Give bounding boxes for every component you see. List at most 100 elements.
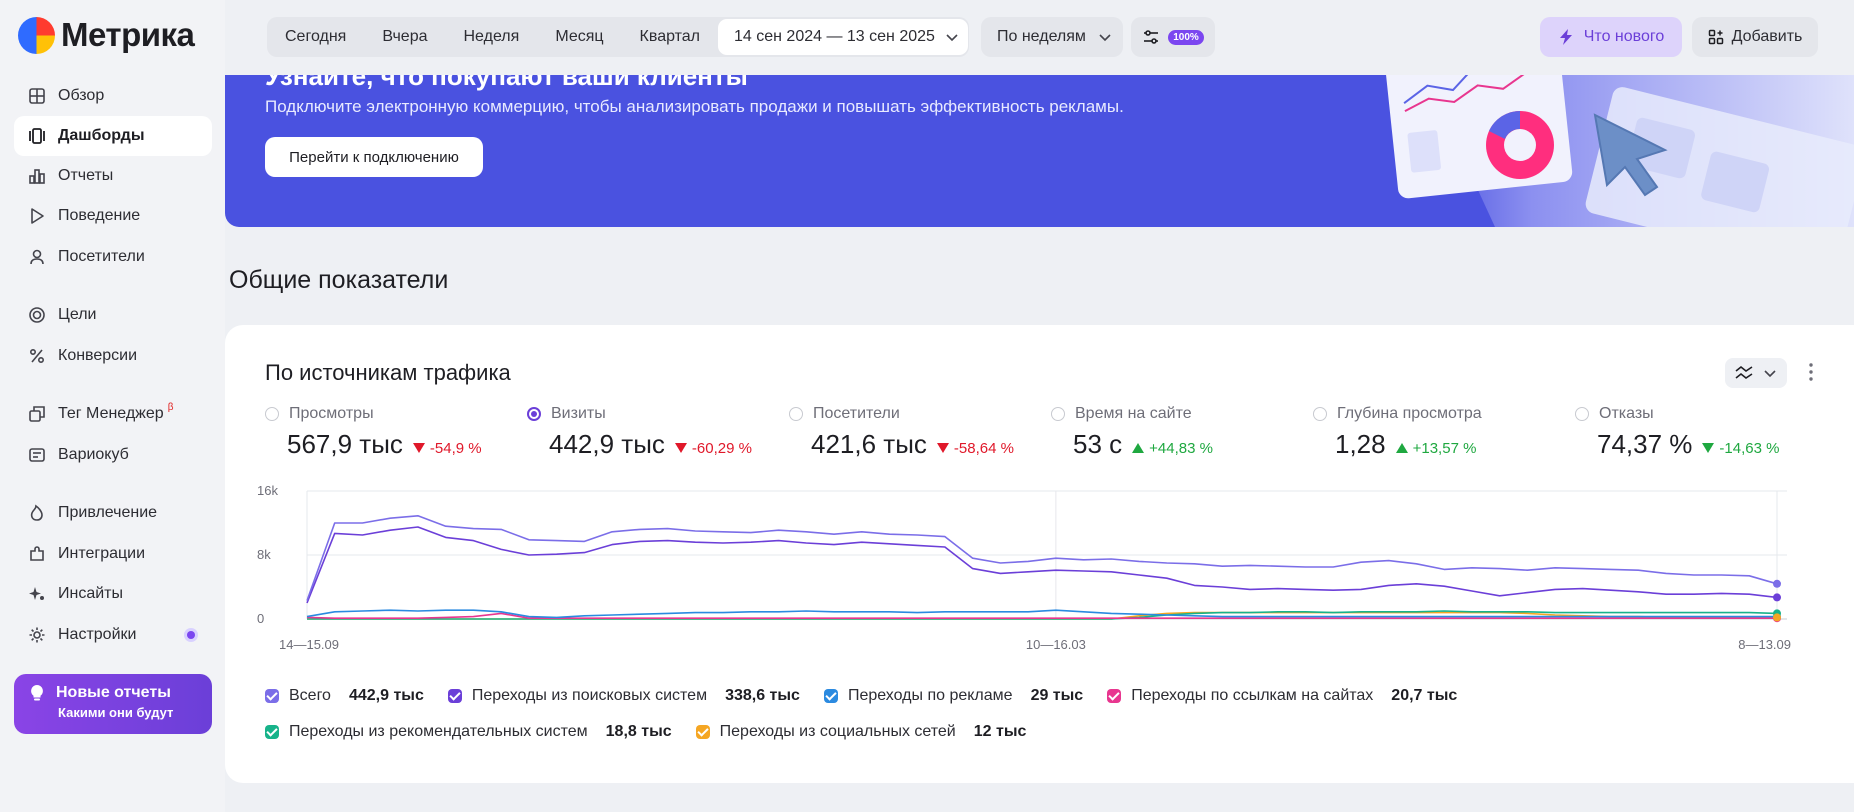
- metric-visitors[interactable]: Посетители 421,6 тыс -58,64 %: [789, 405, 1039, 460]
- legend-checkbox[interactable]: [823, 689, 838, 703]
- sidebar-item-label: Дашборды: [58, 127, 145, 144]
- series-end-point: [1773, 579, 1781, 588]
- x-tick-label: 8—13.09: [1738, 637, 1791, 652]
- metric-pageviews[interactable]: Просмотры 567,9 тыс -54,9 %: [265, 405, 515, 460]
- metric-delta-text: +44,83 %: [1149, 439, 1213, 457]
- grid-icon: [28, 87, 46, 105]
- sidebar-item-label: Цели: [58, 306, 97, 323]
- add-widget-icon: [1708, 29, 1723, 45]
- triangle-down-icon: [412, 443, 425, 453]
- legend-item-search[interactable]: Переходы из поисковых систем 338,6 тыс: [447, 687, 800, 705]
- metric-radio[interactable]: [1575, 407, 1589, 421]
- legend-value: 20,7 тыс: [1391, 687, 1458, 704]
- legend-checkbox[interactable]: [695, 725, 710, 739]
- play-icon: [28, 207, 46, 225]
- metric-radio[interactable]: [789, 407, 803, 421]
- sidebar-item-goals[interactable]: Цели: [14, 295, 212, 335]
- chevron-down-icon: [1099, 34, 1111, 42]
- banner-subtitle: Подключите электронную коммерцию, чтобы …: [265, 97, 1124, 116]
- series-line: [306, 609, 1777, 619]
- legend-item-social[interactable]: Переходы из социальных сетей 12 тыс: [695, 723, 1027, 741]
- promo-subtitle: Какими они будут: [58, 705, 174, 720]
- puzzle-icon: [28, 545, 46, 563]
- sidebar-item-label: Привлечение: [58, 504, 158, 521]
- sidebar-item-conversions[interactable]: Конверсии: [14, 336, 212, 376]
- sidebar-item-variocube[interactable]: Вариокуб: [14, 435, 212, 475]
- metric-radio[interactable]: [265, 407, 279, 421]
- metric-delta-text: +13,57 %: [1412, 439, 1477, 457]
- legend-label: Переходы по ссылкам на сайтах: [1131, 687, 1374, 704]
- metric-radio[interactable]: [1313, 407, 1327, 421]
- y-tick-label: 8k: [257, 547, 271, 562]
- metric-bounce-rate[interactable]: Отказы 74,37 % -14,63 %: [1575, 405, 1825, 460]
- sidebar-item-visitors[interactable]: Посетители: [14, 237, 212, 277]
- sidebar-item-label: Поведение: [58, 207, 141, 224]
- sidebar-item-tag-manager[interactable]: Тег Менеджер β: [14, 394, 212, 434]
- legend-item-links[interactable]: Переходы по ссылкам на сайтах 20,7 тыс: [1107, 687, 1457, 705]
- add-label: Добавить: [1731, 28, 1803, 45]
- series-line: [306, 526, 1778, 604]
- metric-time-on-site[interactable]: Время на сайте 53 с +44,83 %: [1051, 405, 1301, 460]
- legend-label: Переходы из рекомендательных систем: [289, 723, 588, 740]
- new-reports-promo[interactable]: Новые отчеты Какими они будут: [14, 674, 212, 734]
- metric-label: Просмотры: [289, 405, 374, 422]
- sidebar-item-integrations[interactable]: Интеграции: [14, 534, 212, 574]
- metric-page-depth[interactable]: Глубина просмотра 1,28 +13,57 %: [1313, 405, 1563, 460]
- sidebar-item-settings[interactable]: Настройки: [14, 615, 212, 655]
- sparkle-icon: [28, 585, 46, 603]
- grouping-select[interactable]: По неделям: [981, 17, 1123, 57]
- metric-radio[interactable]: [527, 407, 541, 421]
- sidebar-item-dashboards[interactable]: Дашборды: [14, 116, 212, 156]
- series-end-point: [1773, 593, 1781, 602]
- add-button[interactable]: Добавить: [1692, 17, 1818, 57]
- grouping-label: По неделям: [997, 28, 1086, 45]
- metric-delta-text: -60,29 %: [691, 439, 752, 457]
- y-tick-label: 0: [257, 611, 264, 626]
- sidebar-item-acquisition[interactable]: Привлечение: [14, 493, 212, 533]
- legend-item-ads[interactable]: Переходы по рекламе 29 тыс: [823, 687, 1083, 705]
- metric-delta: +13,57 %: [1395, 439, 1477, 457]
- banner-title: Узнайте, что покупают ваши клиенты: [265, 75, 748, 91]
- ecommerce-banner: Узнайте, что покупают ваши клиенты Подкл…: [225, 75, 1854, 227]
- legend-checkbox[interactable]: [447, 689, 462, 703]
- sidebar-item-insights[interactable]: Инсайты: [14, 574, 212, 614]
- percent-icon: [28, 347, 46, 365]
- legend-checkbox[interactable]: [1107, 689, 1122, 703]
- metric-delta: -58,64 %: [936, 440, 1014, 457]
- sampling-button[interactable]: 100%: [1131, 17, 1215, 57]
- sidebar-item-reports[interactable]: Отчеты: [14, 156, 212, 196]
- x-tick-label: 14—15.09: [279, 637, 339, 652]
- metric-label: Посетители: [813, 405, 900, 422]
- sidebar-item-behavior[interactable]: Поведение: [14, 196, 212, 236]
- legend-value: 12 тыс: [973, 723, 1027, 740]
- fire-icon: [28, 504, 46, 522]
- metric-radio[interactable]: [1051, 407, 1065, 421]
- legend-label: Переходы по рекламе: [847, 687, 1013, 704]
- period-month[interactable]: Месяц: [555, 28, 604, 45]
- sidebar-item-label: Вариокуб: [58, 446, 129, 463]
- period-week[interactable]: Неделя: [463, 28, 520, 45]
- metric-visits[interactable]: Визиты 442,9 тыс -60,29 %: [527, 405, 777, 460]
- triangle-down-icon: [1702, 443, 1715, 453]
- period-quarter[interactable]: Квартал: [639, 28, 701, 45]
- connect-button[interactable]: Перейти к подключению: [265, 137, 483, 177]
- sidebar-item-overview[interactable]: Обзор: [14, 76, 212, 116]
- metric-value: 1,28: [1335, 429, 1386, 459]
- chart-type-selector[interactable]: [1725, 358, 1787, 388]
- period-yesterday[interactable]: Вчера: [382, 28, 428, 45]
- legend-checkbox[interactable]: [265, 689, 279, 703]
- legend-label: Всего: [289, 687, 331, 704]
- legend-item-recommendations[interactable]: Переходы из рекомендательных систем 18,8 …: [265, 723, 672, 741]
- whats-new-button[interactable]: Что нового: [1540, 17, 1682, 57]
- logo[interactable]: Метрика: [18, 16, 195, 54]
- more-options-icon[interactable]: [1806, 362, 1816, 382]
- sidebar-item-label: Конверсии: [58, 347, 138, 364]
- topbar: Сегодня Вчера Неделя Месяц Квартал 14 се…: [225, 0, 1854, 75]
- period-today[interactable]: Сегодня: [285, 28, 347, 45]
- date-range-picker[interactable]: 14 сен 2024 — 13 сен 2025: [718, 19, 968, 55]
- card-title: По источникам трафика: [265, 360, 511, 385]
- legend-item-total[interactable]: Всего 442,9 тыс: [265, 687, 424, 705]
- metric-value: 442,9 тыс: [549, 429, 665, 459]
- dashboard-icon: [28, 127, 46, 145]
- legend-checkbox[interactable]: [265, 725, 279, 739]
